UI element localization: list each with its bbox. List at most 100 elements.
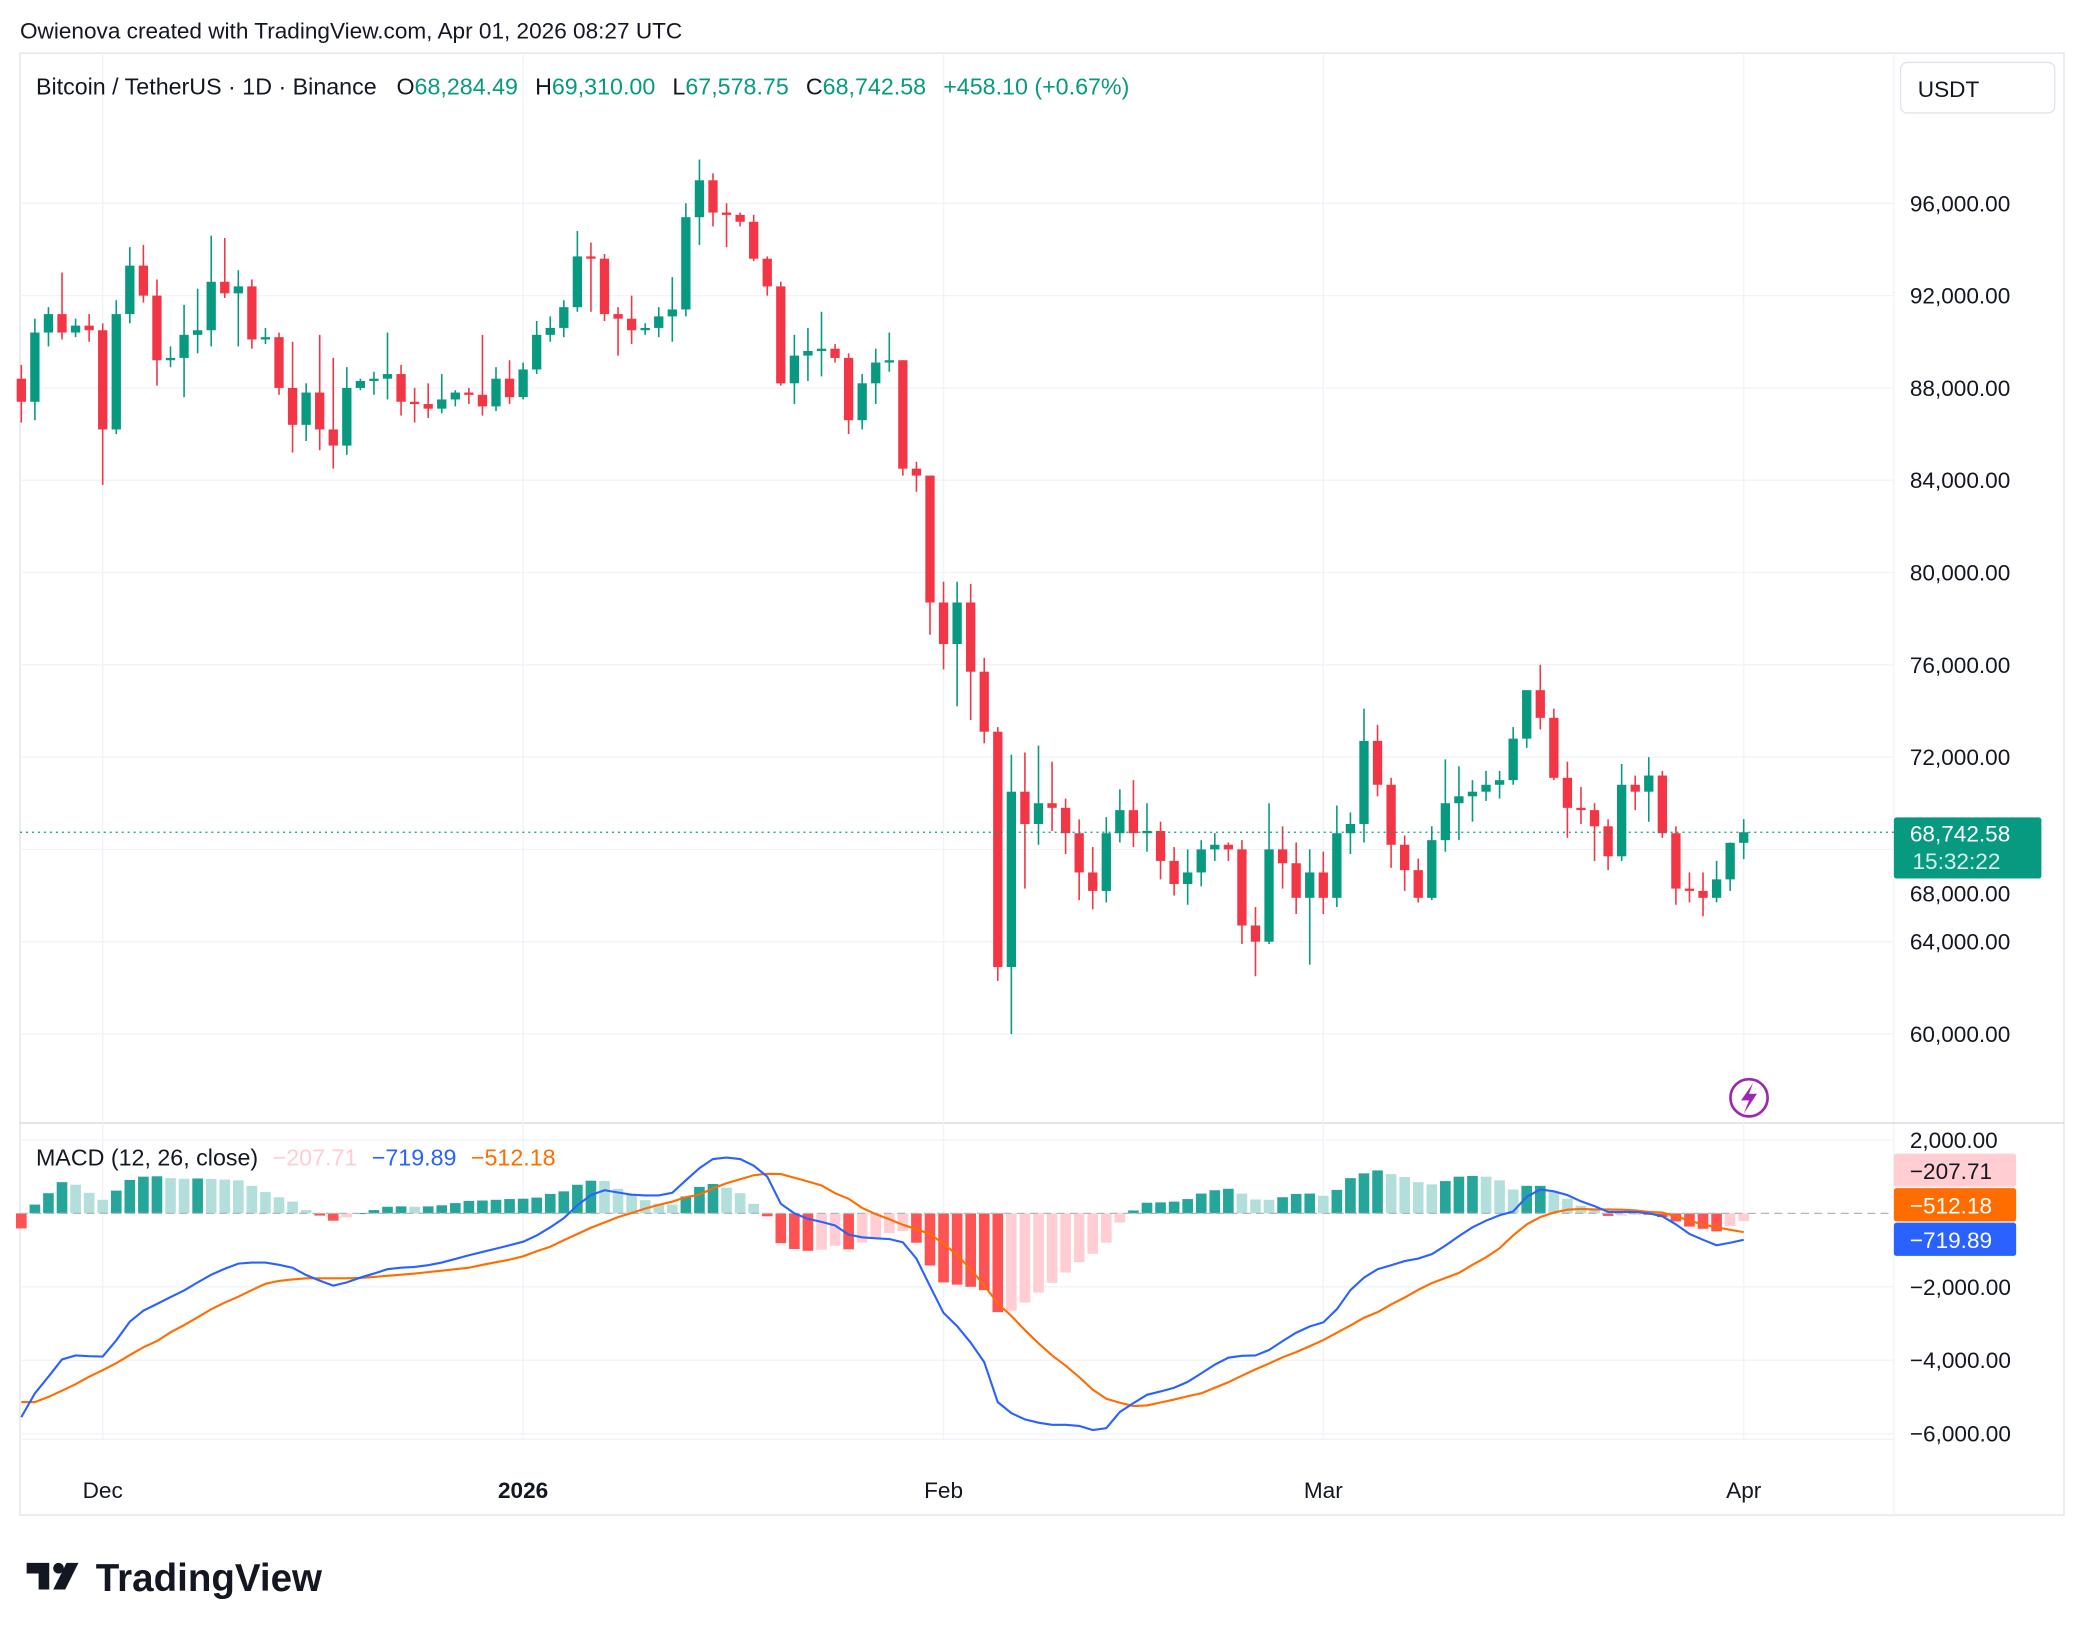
candle-body [98,330,108,430]
candle-body [1427,840,1437,898]
tradingview-logo[interactable]: TradingView [26,1557,323,1600]
candle [1522,690,1532,748]
histogram-bar [124,1179,136,1214]
histogram-bar [1195,1193,1207,1214]
candle-body [382,374,393,379]
candle-body [1630,784,1640,792]
candle [1684,872,1695,903]
macd-axis[interactable]: 2,000.00 −2,000.00 −4,000.00 −6,000.00 [1910,1128,2011,1447]
candle [1128,780,1139,848]
histogram-bar [761,1213,773,1217]
histogram-bar [1223,1188,1234,1214]
histogram-bar [856,1213,868,1243]
histogram-bar [138,1176,149,1214]
histogram-bar [911,1213,922,1243]
candle-body [1386,784,1396,845]
candle [355,378,366,391]
candle-body [1454,796,1464,804]
histogram-bar [626,1195,637,1214]
signal-label-bg [1893,1188,2017,1222]
histogram-bar [666,1204,678,1214]
candle-body [301,392,311,425]
candle-body [1020,791,1030,824]
candle-body [1223,844,1234,850]
symbol-legend[interactable]: Bitcoin / TetherUS · 1D · Binance O68,28… [36,73,1129,99]
candle-body [1671,833,1681,889]
candle-body [16,378,26,402]
price-axis[interactable]: 96,000.00 92,000.00 88,000.00 84,000.00 80,0… [1910,191,2010,1047]
histogram-bar [436,1205,448,1214]
candle-body [640,327,650,331]
candle-body [1549,717,1559,778]
candle [43,307,54,347]
candle-body [192,330,203,335]
histogram-bar [789,1213,800,1249]
candle-body [504,378,515,398]
lightning-icon[interactable] [1729,1077,1769,1118]
histogram-bar [409,1206,420,1214]
low-value: 67,578.75 [685,73,788,99]
candle [911,461,922,492]
candle [532,321,542,375]
candle [613,307,623,356]
candle [803,327,813,381]
histogram-bar [273,1197,285,1214]
currency-button[interactable]: USDT [1899,61,2056,114]
histogram-bar [816,1213,827,1250]
candle-body [30,332,40,402]
macd-label: −719.89 [1910,1228,1992,1253]
candle [1481,770,1491,801]
candle [898,360,908,476]
candle-body [749,221,759,259]
candle-body [1359,740,1369,824]
histogram-bar [314,1213,326,1216]
candle [301,383,311,441]
histogram-label-bg [1893,1153,2017,1187]
macd-legend[interactable]: MACD (12, 26, close) −207.71 −719.89 −51… [36,1145,556,1171]
histogram-bar [544,1193,556,1214]
histogram-bar [1087,1213,1099,1254]
histogram-bar [29,1204,41,1214]
candle [1033,745,1044,845]
candle-body [1277,849,1288,864]
candle-body [138,265,149,296]
candle-body [369,378,379,381]
candle-body [789,355,800,384]
histogram-bar [490,1199,502,1214]
histogram-bar [843,1213,854,1250]
high-label: H [535,73,552,99]
candles [16,159,1749,1034]
candle [1711,860,1722,903]
candle-body [1508,738,1518,781]
candle-body [1576,807,1586,811]
candle-body [328,429,338,446]
candle-body [667,309,677,317]
candle [1060,798,1071,854]
time-axis[interactable]: Dec 2026 Feb Mar Apr [83,1478,1762,1503]
candle-body [1725,842,1735,880]
candle [409,387,420,423]
candle [1508,727,1518,785]
histogram-bar [246,1185,258,1214]
candle [1237,840,1247,944]
candle-body [586,256,596,259]
histogram-bar [1440,1181,1451,1214]
candle-body [898,360,908,469]
candle-body [979,671,989,732]
candle [952,581,962,707]
candle [138,244,149,303]
candle [1644,757,1654,822]
candle-body [1142,830,1152,834]
candle [1603,819,1613,871]
histogram-bar [653,1203,665,1214]
candle-body [993,731,1003,968]
candle [328,357,338,469]
candle [1332,805,1342,908]
candle-body [491,378,501,407]
histogram-bar [734,1193,746,1214]
macd-tick-label: −6,000.00 [1910,1422,2011,1447]
candle [626,295,637,345]
histogram-bar [192,1178,203,1214]
candle-body [681,217,691,310]
candle [1494,770,1505,799]
